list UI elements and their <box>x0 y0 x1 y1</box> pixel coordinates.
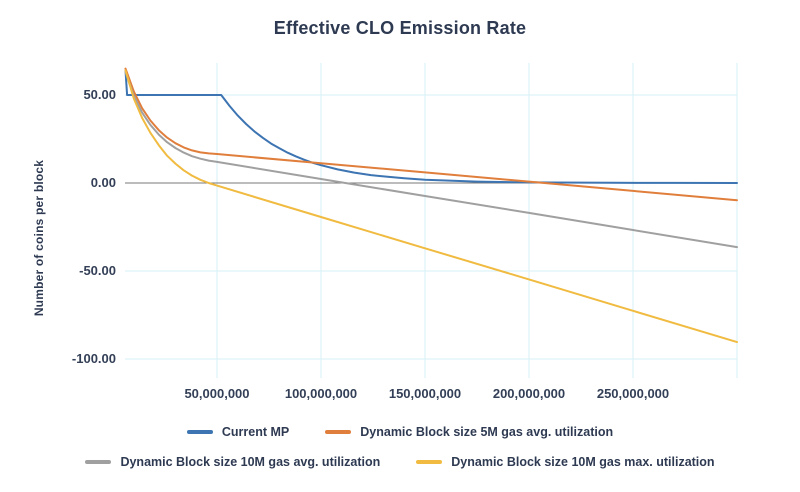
legend-line-swatch <box>416 460 443 464</box>
y-tick-label: 0.00 <box>90 175 116 190</box>
x-tick-label: 250,000,000 <box>596 386 670 401</box>
legend-line-swatch <box>325 430 352 434</box>
x-tick-label: 200,000,000 <box>492 386 566 401</box>
legend-line-swatch <box>85 460 112 464</box>
legend-item-3[interactable]: Dynamic Block size 10M gas avg. utilizat… <box>85 455 380 469</box>
series-line-2 <box>124 67 738 202</box>
legend-label: Dynamic Block size 5M gas avg. utilizati… <box>360 425 614 439</box>
legend-item-1[interactable]: Current MP <box>186 425 290 439</box>
legend-line-swatch <box>186 430 213 434</box>
legend-row-2: Dynamic Block size 10M gas avg. utilizat… <box>0 455 800 469</box>
x-tick-label: 100,000,000 <box>284 386 358 401</box>
legend-item-4[interactable]: Dynamic Block size 10M gas max. utilizat… <box>416 455 715 469</box>
y-tick-label: -50.00 <box>79 263 116 278</box>
legend-label: Current MP <box>221 425 290 439</box>
legend-label: Dynamic Block size 10M gas avg. utilizat… <box>120 455 381 469</box>
x-tick-label: 50,000,000 <box>184 386 250 401</box>
series-line-3 <box>124 71 738 249</box>
y-tick-label: 50.00 <box>83 87 116 102</box>
y-tick-label: -100.00 <box>71 351 116 366</box>
legend-label: Dynamic Block size 10M gas max. utilizat… <box>451 455 715 469</box>
x-tick-label: 150,000,000 <box>388 386 462 401</box>
chart-title: Effective CLO Emission Rate <box>273 18 527 38</box>
legend-row-1: Current MP Dynamic Block size 5M gas avg.… <box>0 425 800 439</box>
series-line-4 <box>124 69 738 344</box>
legend-item-2[interactable]: Dynamic Block size 5M gas avg. utilizati… <box>325 425 613 439</box>
series-line-1 <box>124 69 738 184</box>
